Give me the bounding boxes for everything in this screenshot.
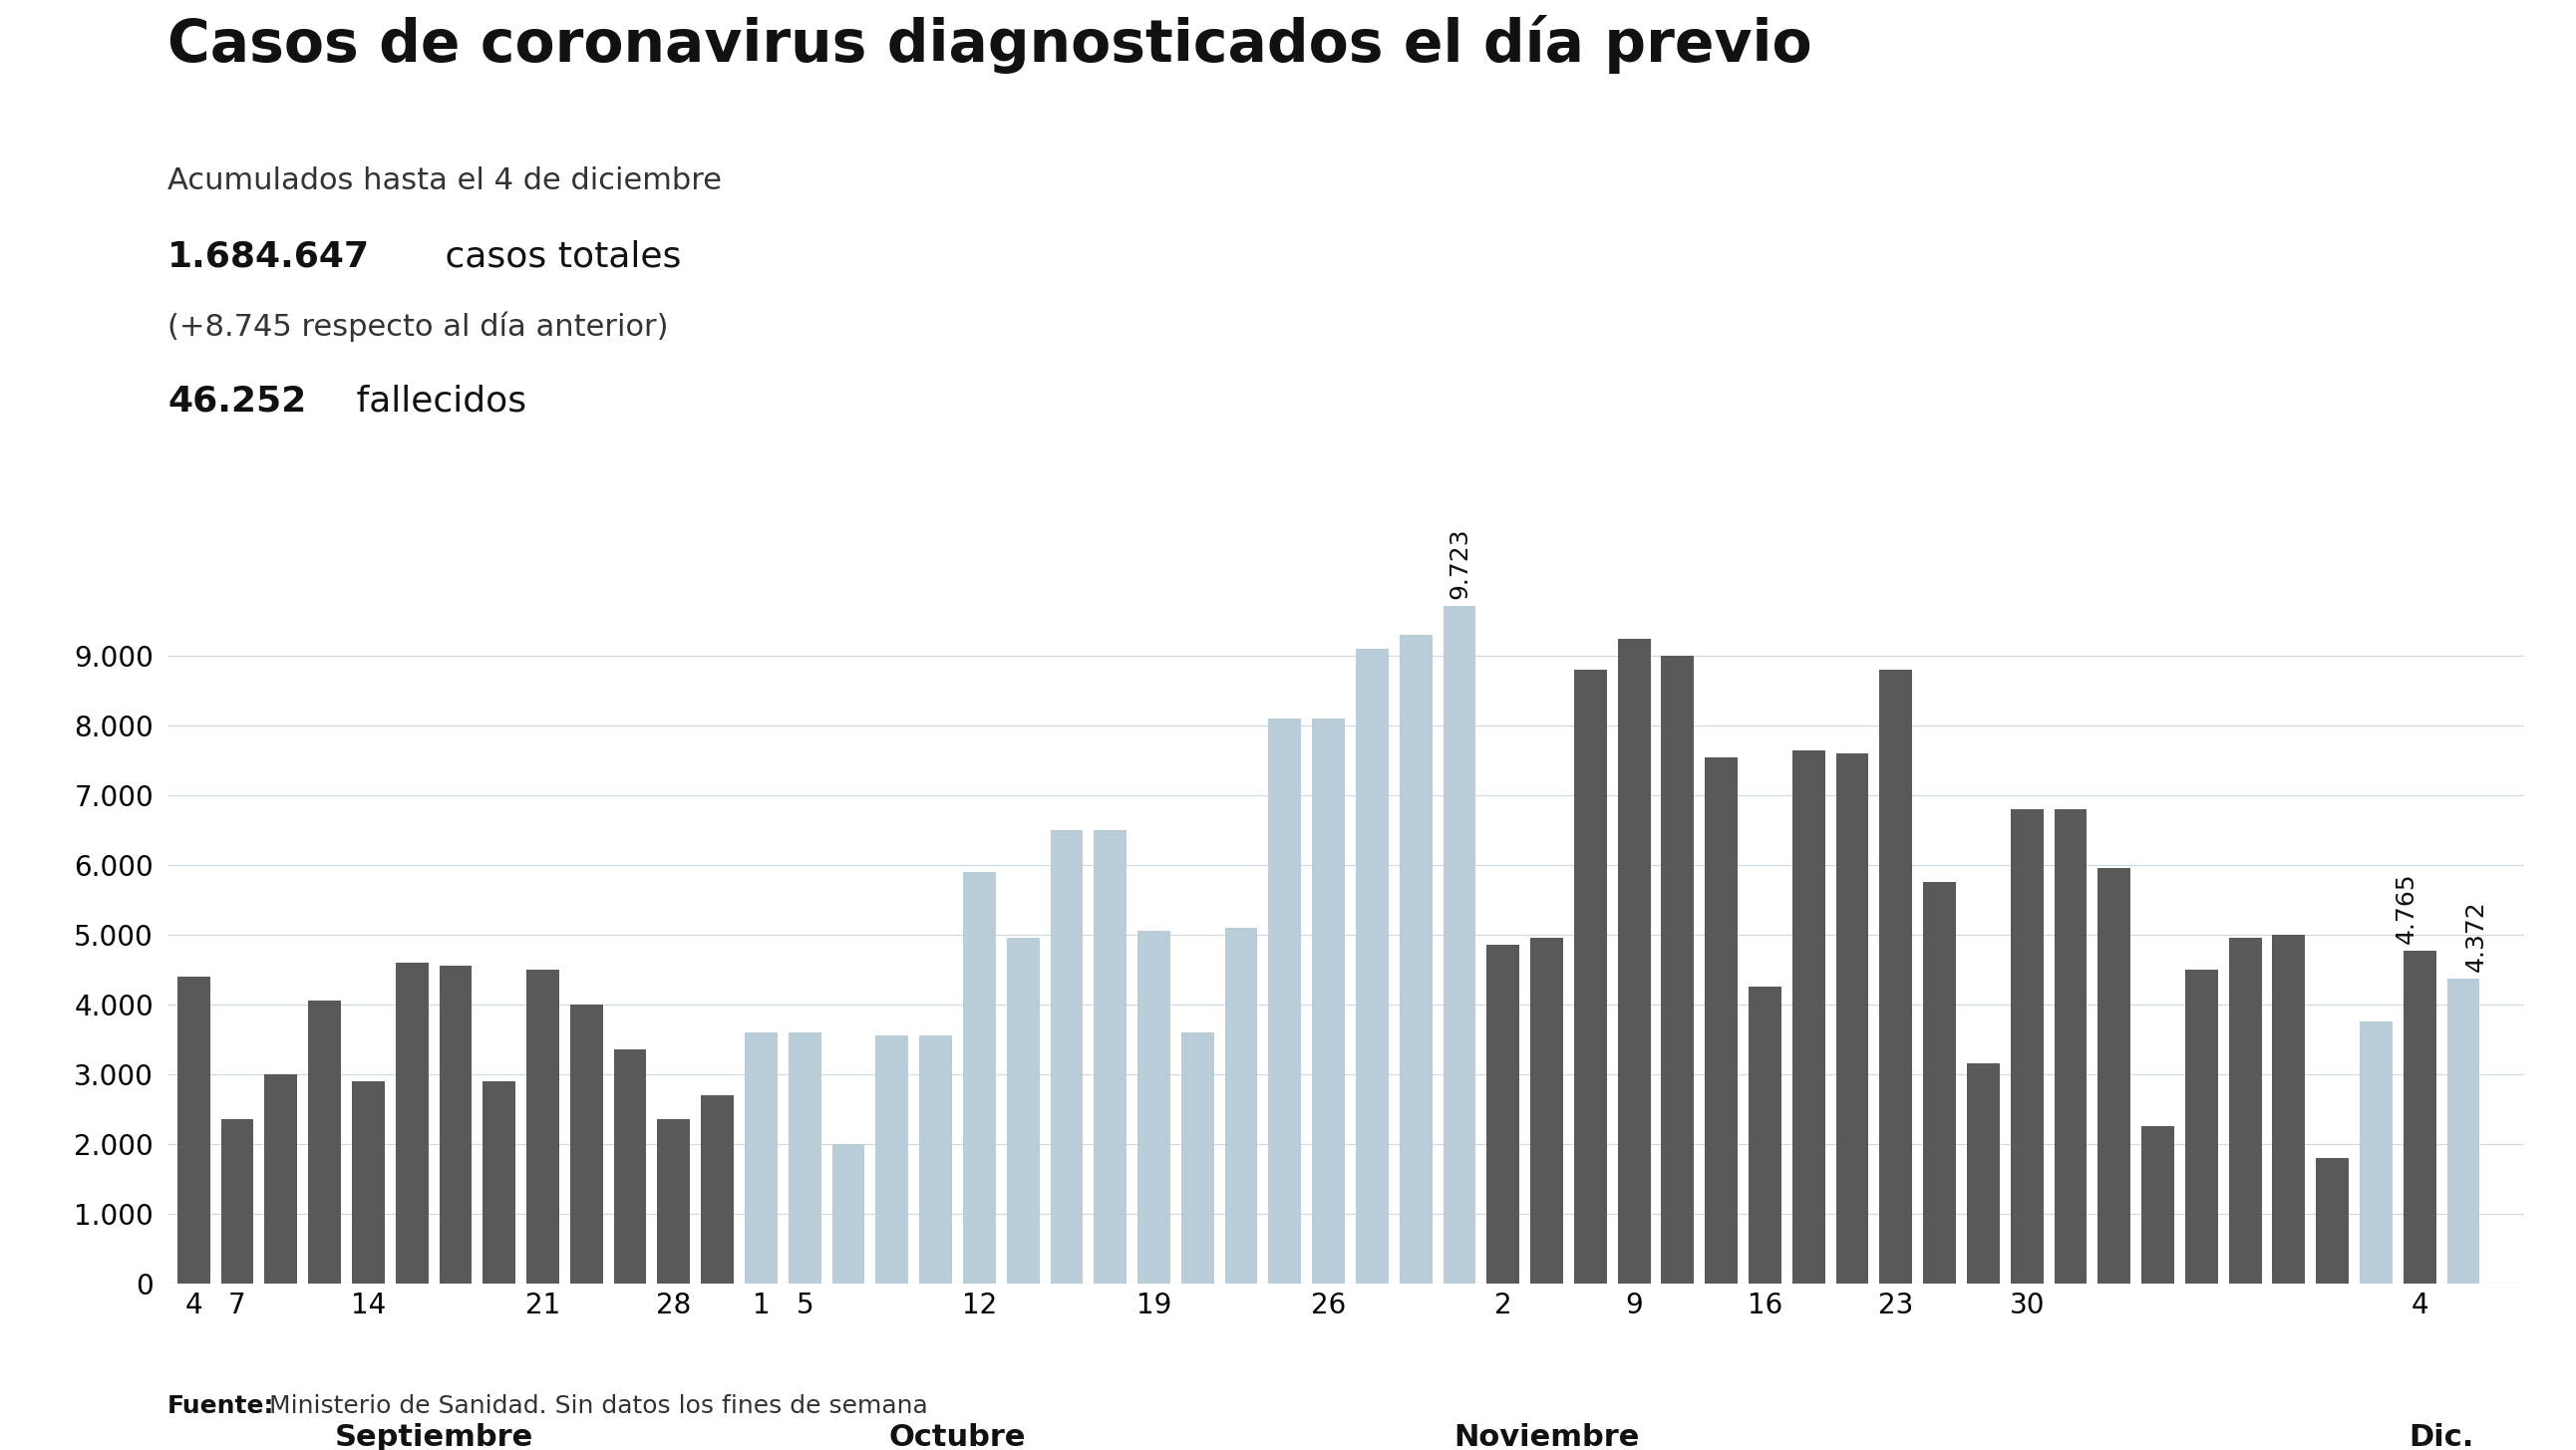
Bar: [569, 1005, 603, 1283]
Bar: [832, 1144, 866, 1283]
Text: Dic.: Dic.: [2409, 1422, 2473, 1450]
Bar: [222, 1119, 252, 1283]
Text: Septiembre: Septiembre: [335, 1422, 533, 1450]
Bar: [1095, 829, 1126, 1283]
Bar: [1051, 829, 1082, 1283]
Text: Casos de coronavirus diagnosticados el día previo: Casos de coronavirus diagnosticados el d…: [167, 14, 1811, 74]
Bar: [1267, 719, 1301, 1283]
Bar: [1705, 757, 1739, 1283]
Text: 9.723: 9.723: [1448, 528, 1471, 599]
Bar: [2360, 1022, 2393, 1283]
Bar: [1662, 655, 1695, 1283]
Bar: [613, 1050, 647, 1283]
Bar: [1924, 883, 1955, 1283]
Bar: [1007, 938, 1038, 1283]
Bar: [482, 1082, 515, 1283]
Bar: [2097, 869, 2130, 1283]
Bar: [1749, 987, 1783, 1283]
Text: 4.372: 4.372: [2465, 900, 2488, 972]
Bar: [1443, 606, 1476, 1283]
Bar: [1574, 670, 1607, 1283]
Bar: [2447, 979, 2481, 1283]
Bar: [876, 1035, 909, 1283]
Text: 46.252: 46.252: [167, 384, 307, 418]
Bar: [2053, 809, 2087, 1283]
Bar: [397, 963, 428, 1283]
Bar: [2228, 938, 2262, 1283]
Bar: [920, 1035, 953, 1283]
Text: (+8.745 respecto al día anterior): (+8.745 respecto al día anterior): [167, 312, 667, 342]
Text: Ministerio de Sanidad. Sin datos los fines de semana: Ministerio de Sanidad. Sin datos los fin…: [260, 1395, 927, 1418]
Bar: [2403, 951, 2437, 1283]
Bar: [1355, 650, 1388, 1283]
Bar: [657, 1119, 690, 1283]
Bar: [178, 976, 211, 1283]
Bar: [1530, 938, 1564, 1283]
Bar: [1618, 638, 1651, 1283]
Text: casos totales: casos totales: [433, 239, 683, 273]
Bar: [353, 1082, 384, 1283]
Text: fallecidos: fallecidos: [345, 384, 526, 418]
Bar: [438, 966, 471, 1283]
Text: 1.684.647: 1.684.647: [167, 239, 371, 273]
Text: Noviembre: Noviembre: [1453, 1422, 1641, 1450]
Bar: [526, 970, 559, 1283]
Bar: [2316, 1157, 2349, 1283]
Bar: [2184, 970, 2218, 1283]
Text: Fuente:: Fuente:: [167, 1395, 276, 1418]
Text: 4.765: 4.765: [2396, 873, 2419, 944]
Bar: [701, 1095, 734, 1283]
Bar: [2141, 1127, 2174, 1283]
Bar: [309, 1000, 340, 1283]
Bar: [1139, 931, 1170, 1283]
Bar: [2272, 935, 2306, 1283]
Bar: [1224, 928, 1257, 1283]
Bar: [1793, 750, 1824, 1283]
Bar: [963, 871, 997, 1283]
Bar: [1311, 719, 1345, 1283]
Bar: [1486, 945, 1520, 1283]
Text: Acumulados hasta el 4 de diciembre: Acumulados hasta el 4 de diciembre: [167, 167, 721, 196]
Bar: [1182, 1032, 1213, 1283]
Bar: [1968, 1064, 1999, 1283]
Bar: [1837, 754, 1868, 1283]
Bar: [744, 1032, 778, 1283]
Bar: [788, 1032, 822, 1283]
Bar: [265, 1074, 296, 1283]
Text: Octubre: Octubre: [889, 1422, 1025, 1450]
Bar: [1880, 670, 1911, 1283]
Bar: [1399, 635, 1432, 1283]
Bar: [2009, 809, 2043, 1283]
